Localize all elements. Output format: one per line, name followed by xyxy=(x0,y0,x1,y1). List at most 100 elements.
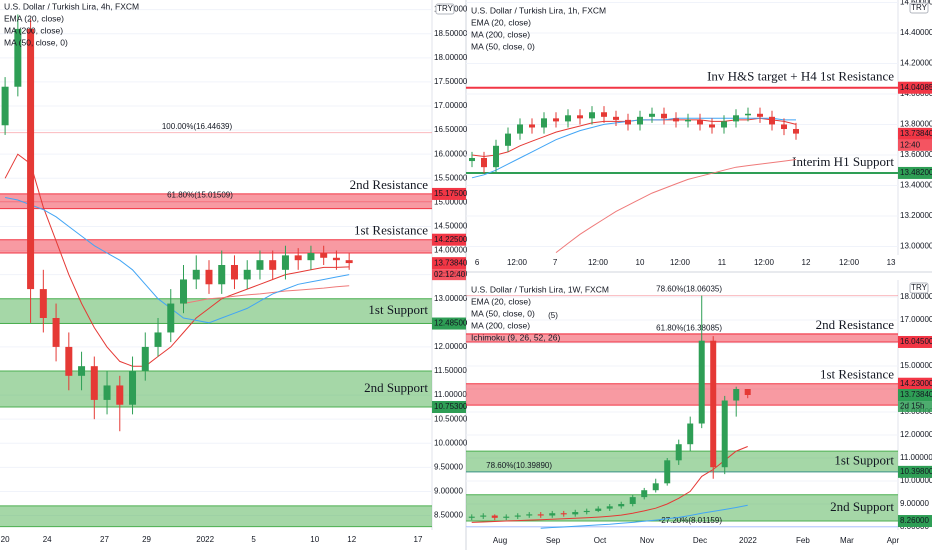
x-tick-label: 2022 xyxy=(739,536,757,545)
indicator-line xyxy=(4,153,350,367)
price-tag-label: 8.26000 xyxy=(900,516,929,525)
price-tag-sub xyxy=(898,139,932,151)
zone xyxy=(466,383,898,406)
candle-body xyxy=(243,269,251,280)
candle-body xyxy=(710,340,717,468)
legend-entry: MA (200, close) xyxy=(4,25,63,35)
x-tick-label: 12:00 xyxy=(588,258,609,267)
price-tag xyxy=(898,81,932,94)
zone-label: 2nd Resistance xyxy=(816,317,895,332)
x-tick-label: 11 xyxy=(718,258,727,267)
legend-entry: MA (50, close, 0) xyxy=(4,37,68,47)
currency-label: TRY xyxy=(911,3,928,12)
legend-entry: MA (200, close) xyxy=(471,320,530,330)
y-tick-label: 15.50000 xyxy=(434,173,468,182)
indicator-line xyxy=(471,117,796,179)
candle-body xyxy=(613,116,619,120)
candle-body xyxy=(469,158,475,162)
price-tag-label: 14.23000 xyxy=(900,379,932,388)
y-tick-label: 11.50000 xyxy=(434,366,467,375)
indicator-line xyxy=(183,285,350,304)
candle-body xyxy=(1,86,9,126)
candle-body xyxy=(256,260,264,270)
x-tick-label: 12:00 xyxy=(754,258,775,267)
y-tick-label: 14.00000 xyxy=(434,246,468,255)
y-tick-label: 17.00000 xyxy=(900,315,932,324)
x-tick-label: 12 xyxy=(802,258,811,267)
x-tick-label: Mar xyxy=(840,536,854,545)
fib-label: 100.00%(16.44639) xyxy=(162,122,233,131)
candle-body xyxy=(629,497,636,505)
candle-body xyxy=(90,366,98,400)
y-tick-label: 13.40000 xyxy=(900,181,932,190)
price-tag xyxy=(432,257,466,270)
price-tag xyxy=(898,335,932,348)
y-tick-label: 18.50000 xyxy=(434,29,468,38)
currency-label: TRY xyxy=(437,4,454,13)
y-tick-label: 9.50000 xyxy=(434,462,463,471)
price-tag-label: 13.73840 xyxy=(900,390,932,399)
candle-body xyxy=(744,389,751,395)
candle-body xyxy=(141,346,149,371)
y-tick-label: 16.50000 xyxy=(434,125,468,134)
candle-body xyxy=(154,332,162,347)
candle-body xyxy=(685,119,691,122)
x-tick-label: 13 xyxy=(887,258,896,267)
price-tag xyxy=(898,515,932,528)
price-tag-sub-label: 12:40 xyxy=(900,140,921,149)
price-tag-sub xyxy=(432,269,466,281)
price-tag xyxy=(432,317,466,330)
indicator-line xyxy=(555,159,797,253)
x-tick-label: 12 xyxy=(347,535,356,544)
candle-body xyxy=(517,124,523,134)
price-tag-sub-label: 2d 15h xyxy=(900,402,924,411)
candle-body xyxy=(320,252,328,258)
zone-label: 2nd Resistance xyxy=(350,177,429,192)
candle-body xyxy=(595,508,602,511)
fib-label: 78.60%(18.06035) xyxy=(656,285,722,294)
candle-body xyxy=(793,129,799,134)
candle-body xyxy=(733,115,739,122)
candle-body xyxy=(205,269,213,285)
candle-body xyxy=(697,119,703,125)
zone xyxy=(466,333,898,342)
candle-body xyxy=(560,513,567,515)
y-tick-label: 15.00000 xyxy=(900,361,932,370)
candle-body xyxy=(606,506,613,509)
candle-body xyxy=(129,371,137,405)
candle-body xyxy=(505,133,511,146)
zone xyxy=(0,505,432,527)
candle-body xyxy=(675,444,682,461)
candle-body xyxy=(781,124,787,130)
price-tag-label: 13.48200 xyxy=(900,168,932,177)
currency-label: TRY xyxy=(911,283,928,292)
y-tick-label: 14.20000 xyxy=(900,59,932,68)
y-tick-label: 12.00000 xyxy=(900,430,932,439)
price-tag xyxy=(432,187,466,200)
candle-body xyxy=(721,400,728,468)
x-tick-label: 2022 xyxy=(196,535,214,544)
candle-body xyxy=(537,514,544,516)
x-tick-label: Apr xyxy=(887,536,900,545)
y-tick-label: 15.00000 xyxy=(434,197,468,206)
price-tag xyxy=(898,377,932,390)
indicator-line xyxy=(471,446,748,523)
candle-body xyxy=(698,340,705,424)
zone-label: 2nd Support xyxy=(364,380,428,395)
legend-entry: Ichimoku (9, 26, 52, 26) xyxy=(471,332,560,342)
fib-label: 61.80%(16.38085) xyxy=(656,323,722,332)
y-tick-label: 18.00000 xyxy=(900,292,932,301)
candle-body xyxy=(769,116,775,125)
candle-body xyxy=(541,118,547,128)
zone-label: 2nd Support xyxy=(830,499,894,514)
candle-body xyxy=(687,423,694,445)
level-label: Inv H&S target + H4 1st Resistance xyxy=(707,69,894,84)
candle-body xyxy=(652,483,659,491)
y-tick-label: 13.00000 xyxy=(434,294,468,303)
y-tick-label: 18.00000 xyxy=(434,53,468,62)
candle-body xyxy=(167,303,175,333)
indicator-line xyxy=(540,504,748,529)
x-tick-label: Nov xyxy=(640,536,654,545)
candle-body xyxy=(733,389,740,401)
